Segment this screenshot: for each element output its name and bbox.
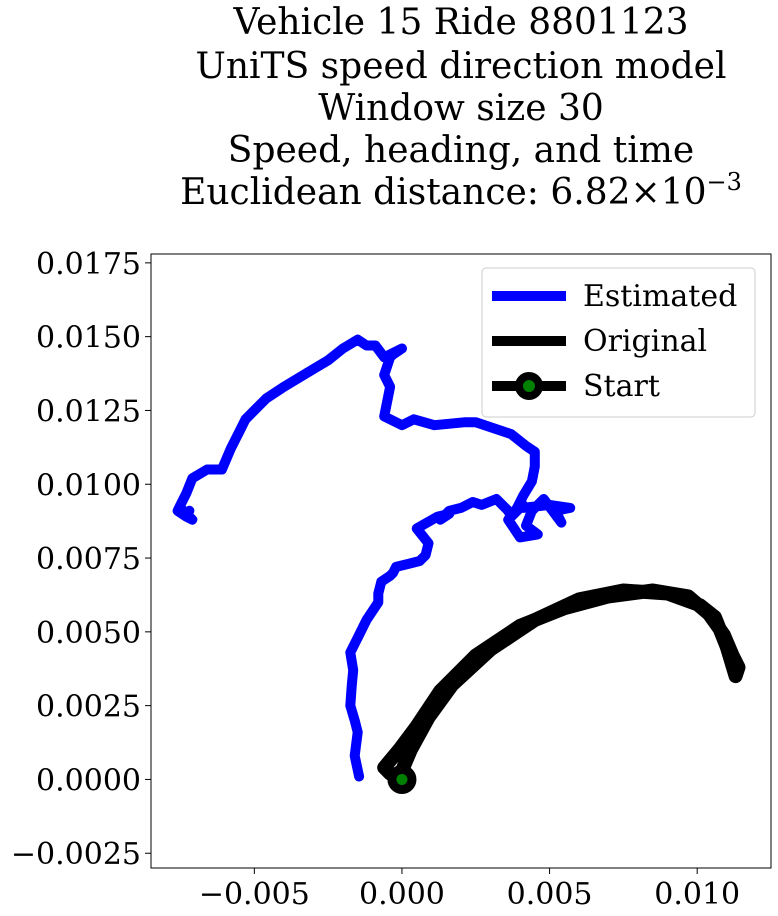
x-axis: −0.005 0.000 0.005 0.010 xyxy=(199,868,740,912)
y-axis: −0.0025 0.0000 0.0025 0.0050 0.0075 0.0100 0.0… xyxy=(11,247,151,872)
title-line-5-base: 10 xyxy=(661,172,707,213)
legend: Estimated Original Start xyxy=(481,267,756,418)
title-line-5-times: × xyxy=(631,172,661,213)
y-tick-label: 0.0050 xyxy=(36,616,141,651)
title-line-5: Euclidean distance: 6.82×10−3 xyxy=(180,168,742,213)
x-tick-label: 0.005 xyxy=(507,877,593,912)
x-tick-label: 0.000 xyxy=(359,877,445,912)
y-tick-label: 0.0100 xyxy=(36,468,141,503)
y-tick-label: 0.0025 xyxy=(36,690,141,725)
start-point-marker xyxy=(387,764,417,794)
title-line-3: Window size 30 xyxy=(318,88,604,129)
legend-start-label: Start xyxy=(583,369,660,404)
series-line-original xyxy=(377,583,746,787)
title-line-5-mantissa: 6.82 xyxy=(550,172,630,213)
title-line-4: Speed, heading, and time xyxy=(228,130,694,171)
title-line-1: Vehicle 15 Ride 8801123 xyxy=(232,2,688,43)
x-tick-label: −0.005 xyxy=(199,877,310,912)
x-tick-label: 0.010 xyxy=(654,877,740,912)
y-tick-label: 0.0150 xyxy=(36,321,141,356)
start-marker-layer xyxy=(387,764,417,794)
legend-original-label: Original xyxy=(583,324,707,359)
y-tick-label: 0.0125 xyxy=(36,394,141,429)
series-line-estimated xyxy=(172,334,576,782)
axes-frame xyxy=(150,253,772,869)
chart-title: Vehicle 15 Ride 8801123 UniTS speed dire… xyxy=(180,2,742,213)
y-tick-label: −0.0025 xyxy=(11,837,141,872)
y-tick-label: 0.0000 xyxy=(36,763,141,798)
y-tick-label: 0.0075 xyxy=(36,542,141,577)
y-tick-label: 0.0175 xyxy=(36,247,141,282)
legend-frame xyxy=(481,267,756,418)
title-line-5-prefix: Euclidean distance: xyxy=(180,172,550,213)
series-layer xyxy=(172,334,746,787)
legend-start-swatch-marker xyxy=(515,372,543,400)
title-line-2: UniTS speed direction model xyxy=(196,46,727,87)
title-line-5-exponent: −3 xyxy=(707,168,742,196)
legend-estimated-label: Estimated xyxy=(583,279,737,314)
